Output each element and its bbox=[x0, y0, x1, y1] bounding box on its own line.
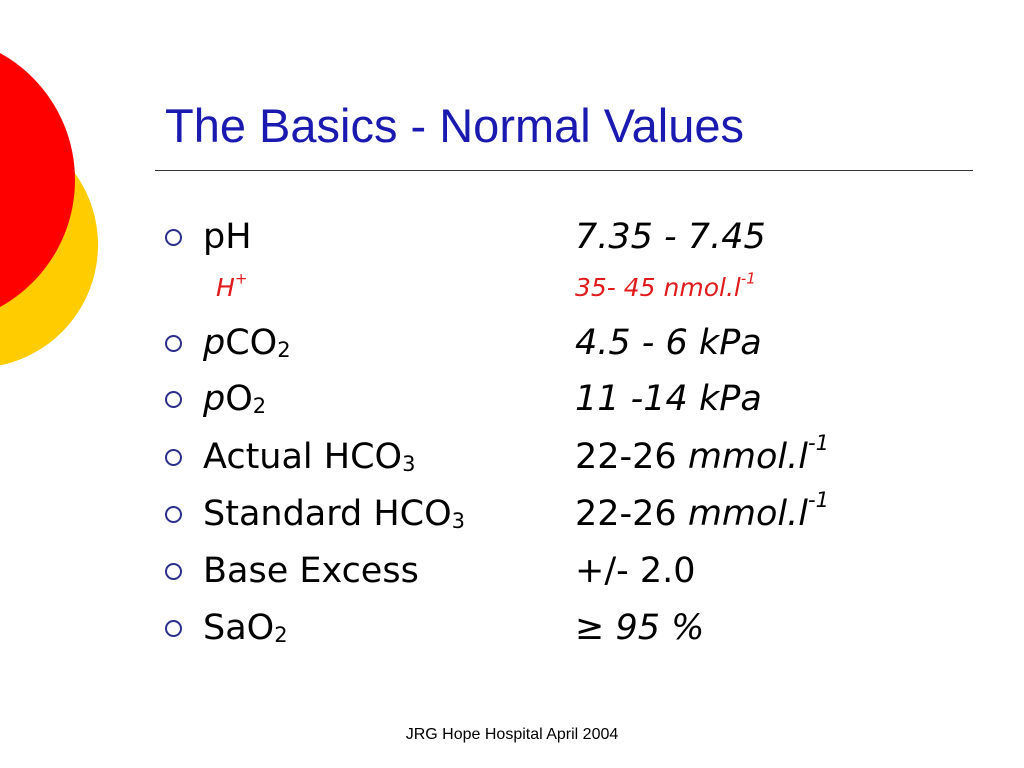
list-subitem: H+ 35- 45 nmol.l-1 bbox=[0, 263, 1024, 313]
item-value: 22-26 mmol.l-1 bbox=[575, 488, 829, 534]
hollow-circle-bullet-icon bbox=[165, 506, 182, 523]
item-value: 22-26 mmol.l-1 bbox=[575, 431, 829, 477]
item-label: SaO2 bbox=[203, 608, 288, 648]
hollow-circle-bullet-icon bbox=[165, 563, 182, 580]
list-item: SaO2 ≥ 95 % bbox=[0, 603, 1024, 653]
item-label: Standard HCO3 bbox=[203, 494, 466, 534]
hollow-circle-bullet-icon bbox=[165, 335, 182, 352]
slide-title: The Basics - Normal Values bbox=[165, 99, 744, 152]
item-value: 7.35 - 7.45 bbox=[575, 217, 766, 257]
item-value: 35- 45 nmol.l-1 bbox=[575, 269, 756, 302]
hollow-circle-bullet-icon bbox=[165, 620, 182, 637]
title-divider bbox=[155, 170, 973, 171]
item-label: Actual HCO3 bbox=[203, 437, 416, 477]
item-label: pCO2 bbox=[203, 323, 291, 363]
list-item: pO2 11 -14 kPa bbox=[0, 374, 1024, 424]
red-circle bbox=[0, 53, 75, 307]
decorative-circles bbox=[0, 53, 98, 366]
slide-footer: JRG Hope Hospital April 2004 bbox=[405, 726, 619, 743]
list-item: Base Excess +/- 2.0 bbox=[0, 546, 1024, 596]
list-item: pH 7.35 - 7.45 bbox=[0, 212, 1024, 262]
item-label: H+ bbox=[216, 269, 248, 302]
item-value: ≥ 95 % bbox=[575, 608, 705, 648]
item-label: Base Excess bbox=[203, 551, 419, 591]
list-item: Standard HCO3 22-26 mmol.l-1 bbox=[0, 489, 1024, 539]
list-item: Actual HCO3 22-26 mmol.l-1 bbox=[0, 432, 1024, 482]
item-label: pO2 bbox=[203, 379, 267, 419]
item-value: 11 -14 kPa bbox=[575, 379, 762, 419]
hollow-circle-bullet-icon bbox=[165, 391, 182, 408]
list-item: pCO2 4.5 - 6 kPa bbox=[0, 318, 1024, 368]
item-value: +/- 2.0 bbox=[575, 551, 696, 591]
hollow-circle-bullet-icon bbox=[165, 229, 182, 246]
item-value: 4.5 - 6 kPa bbox=[575, 323, 762, 363]
hollow-circle-bullet-icon bbox=[165, 449, 182, 466]
item-label: pH bbox=[203, 217, 252, 257]
